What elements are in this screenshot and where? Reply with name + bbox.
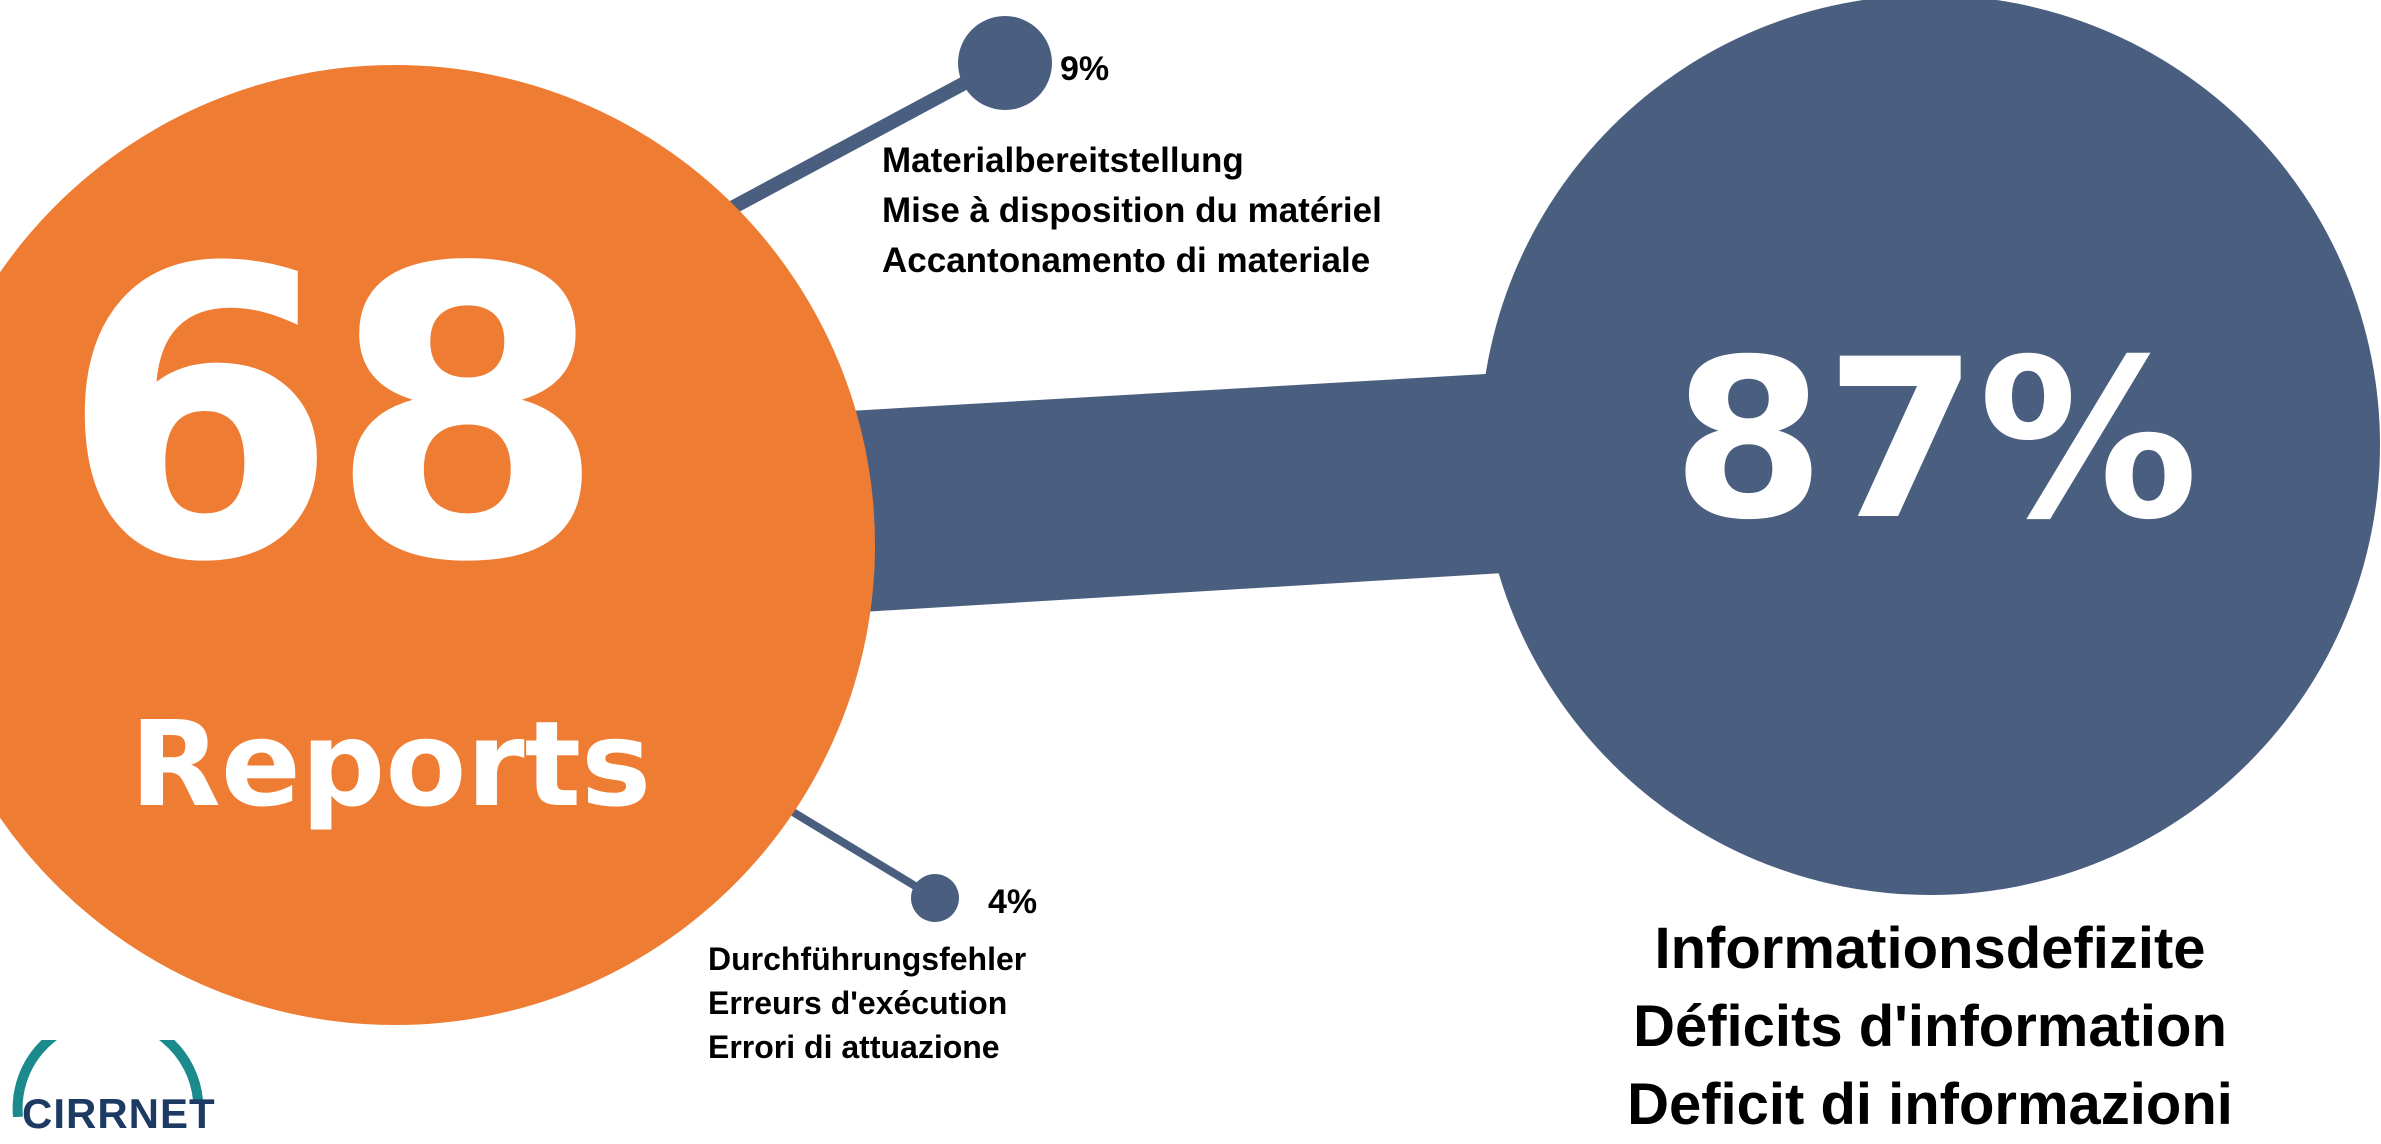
top-category-it: Accantonamento di materiale: [882, 241, 1371, 280]
main-percent: 87%: [1672, 312, 2199, 568]
main-category-fr: Déficits d'information: [1633, 994, 2227, 1059]
total-reports-label: Reports: [130, 695, 652, 833]
connector-top: [696, 57, 1004, 232]
main-circle: [1480, 0, 2380, 895]
node-top: [958, 16, 1052, 110]
main-category-it: Deficit di informazioni: [1627, 1072, 2233, 1137]
diagram-background: [0, 0, 2380, 1025]
bottom-percent: 4%: [988, 883, 1038, 921]
main-category-label: Informationsdefizite Déficits d'informat…: [1530, 910, 2330, 1144]
bottom-category-label: Durchführungsfehler Erreurs d'exécution …: [708, 937, 1026, 1069]
total-reports-number: 68: [60, 185, 607, 650]
main-category-de: Informationsdefizite: [1654, 916, 2206, 981]
bottom-category-it: Errori di attuazione: [708, 1029, 1000, 1065]
bottom-category-de: Durchführungsfehler: [708, 941, 1027, 977]
node-bottom: [911, 874, 959, 922]
top-category-de: Materialbereitstellung: [882, 141, 1244, 180]
top-percent: 9%: [1060, 50, 1110, 88]
top-category-label: Materialbereitstellung Mise à dispositio…: [882, 136, 1382, 286]
connector-main: [780, 372, 1520, 617]
total-circle: [0, 65, 875, 1025]
logo-arc-icon: [12, 1040, 203, 1117]
bottom-category-fr: Erreurs d'exécution: [708, 985, 1008, 1021]
top-category-fr: Mise à disposition du matériel: [882, 191, 1382, 230]
logo-text: CIRRNET: [22, 1090, 216, 1137]
